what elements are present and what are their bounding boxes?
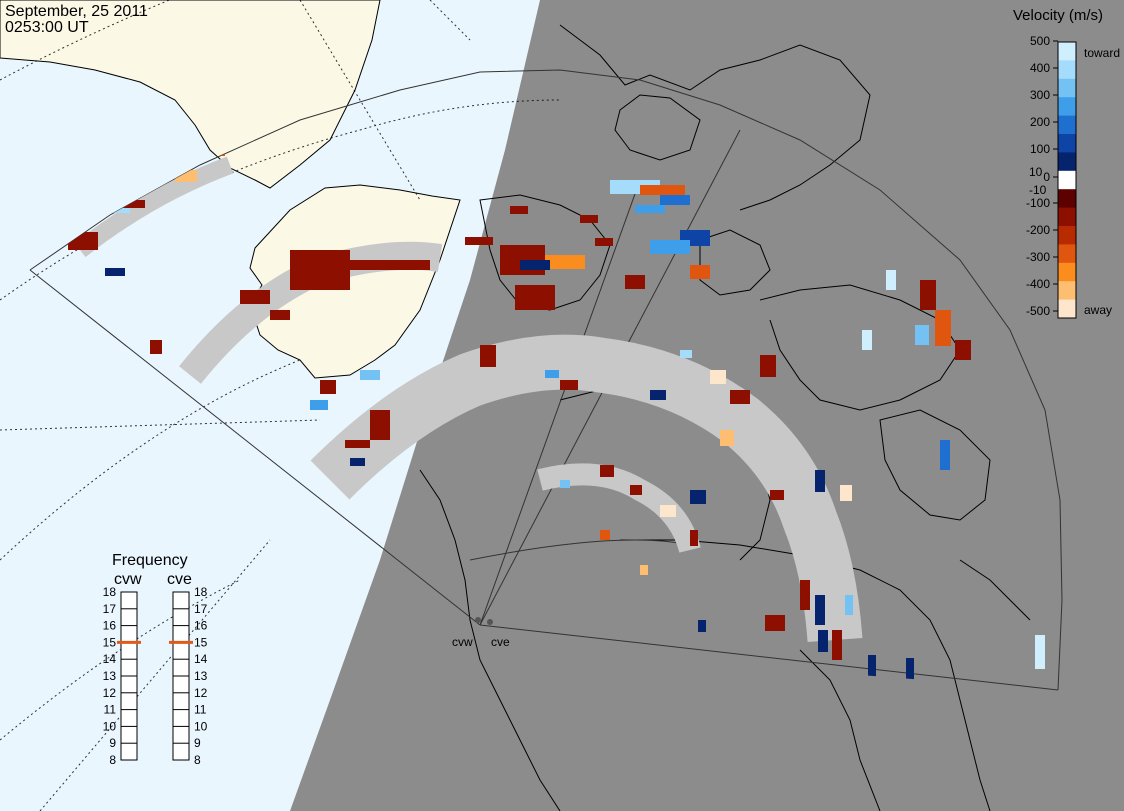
- frequency-tick-label: 18: [194, 585, 208, 599]
- radar-sites: cvw cve: [452, 617, 510, 649]
- colorbar-frame: [1057, 41, 1077, 319]
- frequency-tick-label: 17: [194, 602, 208, 616]
- frequency-tick-label: 13: [194, 669, 208, 683]
- colorbar-band: [1058, 115, 1076, 135]
- cvw-freq-label: cvw: [114, 571, 142, 588]
- colorbar-band: [1058, 262, 1076, 282]
- velocity-echoes: [68, 128, 1045, 680]
- colorbar-tick-label: -200: [1026, 223, 1050, 237]
- frequency-tick-label: 17: [103, 602, 117, 616]
- colorbar-band: [1058, 60, 1076, 80]
- colorbar-band: [1058, 226, 1076, 245]
- date-label: September, 25 2011: [5, 3, 148, 20]
- cve-freq-label: cve: [167, 571, 192, 588]
- frequency-tick-label: 14: [194, 652, 208, 666]
- frequency-tick-label: 18: [103, 585, 117, 599]
- colorbar-tick-label: -400: [1026, 277, 1050, 291]
- colorbar-tick-label: 500: [1030, 34, 1050, 48]
- colorbar-band: [1058, 134, 1076, 153]
- colorbar-band: [1058, 78, 1076, 98]
- colorbar-tick-label: -500: [1026, 304, 1050, 318]
- colorbar-tick-label: -10: [1029, 183, 1047, 197]
- colorbar-band: [1058, 207, 1076, 227]
- colorbar-band: [1058, 152, 1076, 172]
- frequency-tick-label: 10: [194, 719, 208, 733]
- colorbar-bands: [1058, 42, 1076, 319]
- frequency-tick-label: 15: [103, 635, 117, 649]
- time-label: 0253:00 UT: [5, 19, 89, 36]
- colorbar-tick-label: 400: [1030, 61, 1050, 75]
- cve-radar-marker: [487, 619, 493, 625]
- frequency-tick-label: 8: [109, 753, 116, 767]
- frequency-tick-label: 9: [109, 736, 116, 750]
- velocity-scale-title: Velocity (m/s): [1013, 7, 1103, 24]
- cve-site-label: cve: [491, 635, 510, 649]
- cvw-site-label: cvw: [452, 635, 473, 649]
- colorbar-band: [1058, 244, 1076, 264]
- frequency-tick-label: 16: [194, 619, 208, 633]
- frequency-tick-label: 12: [103, 686, 117, 700]
- frequency-tick-label: 13: [103, 669, 117, 683]
- away-label: away: [1084, 303, 1112, 317]
- colorbar-band: [1058, 281, 1076, 301]
- cve-frequency-scale: 18 17 16 15 14 13 12 11 10 9 8: [169, 585, 208, 767]
- frequency-tick-label: 9: [194, 736, 201, 750]
- coastlines: [419, 24, 1031, 811]
- frequency-panel: Frequency cvw cve 18 17 16 15 14 13 12 11 10 9 8 1…: [103, 552, 208, 767]
- frequency-tick-label: 11: [104, 703, 117, 717]
- colorbar-band: [1058, 42, 1076, 61]
- colorbar-band: [1058, 189, 1076, 209]
- frequency-tick-label: 8: [194, 753, 201, 767]
- colorbar-tick-label: -300: [1026, 250, 1050, 264]
- frequency-tick-label: 14: [103, 652, 117, 666]
- frequency-tick-label: 15: [194, 635, 208, 649]
- colorbar-tick-label: 100: [1030, 142, 1050, 156]
- frequency-tick-label: 10: [103, 719, 117, 733]
- colorbar-band: [1058, 299, 1076, 319]
- colorbar-tick-label: 300: [1030, 88, 1050, 102]
- colorbar-band: [1058, 170, 1076, 190]
- colorbar-tick-label: 200: [1030, 115, 1050, 129]
- frequency-title: Frequency: [112, 552, 188, 569]
- frequency-tick-label: 16: [103, 619, 117, 633]
- cvw-frequency-scale: 18 17 16 15 14 13 12 11 10 9 8: [103, 585, 141, 767]
- frequency-tick-label: 12: [194, 686, 208, 700]
- colorbar-tick-label: 0: [1043, 170, 1050, 184]
- colorbar-tick-label: 10: [1029, 165, 1043, 179]
- frequency-tick-label: 11: [194, 703, 207, 717]
- cvw-radar-marker: [475, 617, 481, 623]
- colorbar-band: [1058, 97, 1076, 117]
- colorbar-tick-label: -100: [1026, 196, 1050, 210]
- toward-label: toward: [1084, 46, 1120, 60]
